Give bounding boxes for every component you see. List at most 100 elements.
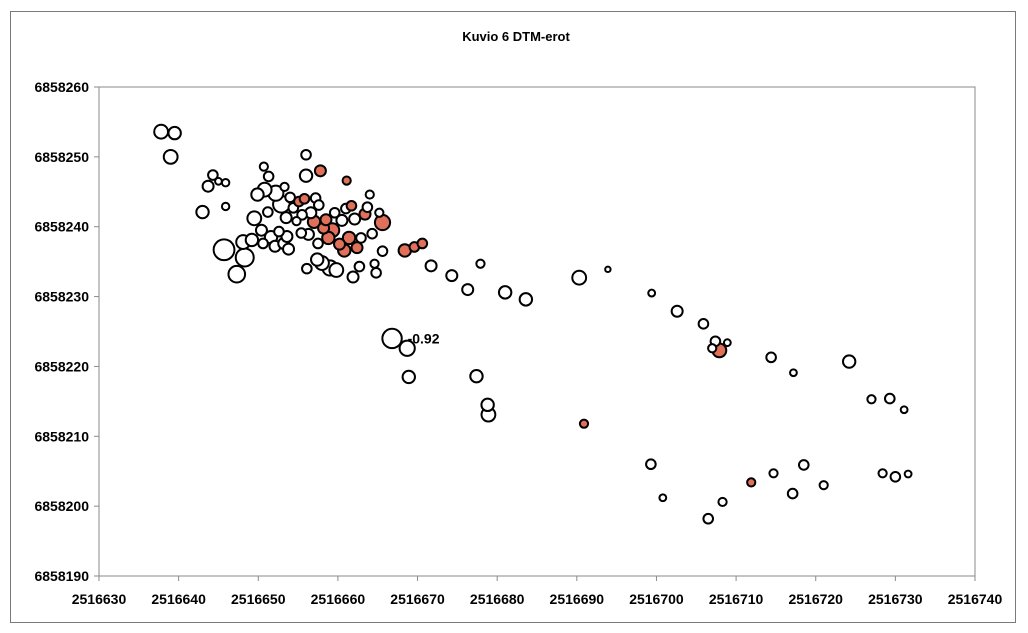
- negative-difference-bubble: [234, 247, 255, 268]
- negative-difference-bubble: [162, 148, 179, 165]
- negative-difference-bubble: [361, 201, 374, 213]
- negative-difference-bubble: [212, 238, 236, 262]
- positive-difference-bubble: [313, 164, 327, 178]
- negative-difference-bubble: [312, 237, 324, 250]
- plot-area: [98, 86, 976, 577]
- negative-difference-bubble: [273, 225, 285, 238]
- y-tick-label: 6858190: [34, 568, 89, 584]
- negative-difference-bubble: [768, 468, 779, 479]
- negative-difference-bubble: [424, 259, 438, 273]
- x-tick-label: 2516640: [151, 591, 206, 607]
- negative-difference-bubble: [369, 258, 380, 269]
- negative-difference-bubble: [207, 169, 219, 181]
- negative-difference-bubble: [301, 262, 313, 275]
- positive-difference-bubble: [341, 175, 352, 186]
- negative-difference-bubble: [889, 471, 902, 483]
- x-axis: 2516630 2516640 2516650 2516660 2516670 25166…: [72, 576, 1003, 607]
- negative-difference-bubble: [670, 304, 684, 318]
- negative-difference-bubble: [841, 354, 857, 369]
- negative-difference-bubble: [469, 369, 484, 384]
- negative-difference-bubble: [254, 223, 268, 237]
- negative-difference-bubble: [658, 493, 668, 503]
- negative-difference-bubble: [167, 125, 182, 141]
- negative-difference-bubble: [312, 199, 325, 211]
- negative-difference-bubble: [376, 245, 389, 257]
- negative-difference-bubble: [797, 459, 810, 471]
- negative-difference-bubble: [257, 237, 269, 250]
- negative-difference-bubble: [866, 394, 877, 405]
- negative-difference-bubble: [647, 288, 657, 298]
- negative-difference-bubble: [645, 458, 657, 471]
- negative-difference-bubble: [398, 339, 416, 357]
- y-tick-label: 6858250: [34, 149, 89, 165]
- negative-difference-bubble: [153, 123, 170, 140]
- negative-difference-bubble: [518, 292, 534, 307]
- negative-difference-bubble: [201, 179, 215, 193]
- negative-difference-bubble: [282, 242, 296, 256]
- x-tick-label: 2516650: [231, 591, 286, 607]
- negative-difference-bubble: [786, 487, 799, 500]
- positive-difference-bubble: [350, 241, 364, 255]
- negative-difference-bubble: [310, 252, 325, 267]
- negative-difference-bubble: [765, 351, 777, 364]
- negative-difference-bubble: [818, 480, 829, 491]
- negative-difference-bubble: [262, 206, 274, 218]
- y-tick-label: 6858220: [34, 358, 89, 374]
- negative-difference-bubble: [244, 232, 260, 248]
- positive-difference-bubble: [578, 418, 590, 429]
- negative-difference-bubble: [328, 262, 345, 278]
- negative-difference-bubble: [475, 258, 486, 269]
- negative-difference-bubble: [246, 210, 263, 227]
- negative-difference-bubble: [291, 216, 302, 227]
- negative-difference-bubble: [328, 206, 341, 219]
- negative-difference-bubble: [370, 267, 382, 279]
- negative-difference-bubble: [899, 405, 909, 415]
- negative-difference-bubble: [220, 178, 231, 188]
- negative-difference-bubble: [220, 201, 231, 212]
- x-tick-label: 2516740: [948, 591, 1003, 607]
- negative-difference-bubble: [722, 338, 732, 348]
- y-tick-label: 6858200: [34, 498, 89, 514]
- x-tick-label: 2516730: [868, 591, 923, 607]
- negative-difference-bubble: [883, 392, 896, 405]
- negative-difference-bubble: [366, 227, 378, 240]
- y-tick-label: 6858240: [34, 219, 89, 235]
- negative-difference-bubble: [374, 207, 385, 218]
- data-points: [153, 123, 913, 525]
- negative-difference-bubble: [903, 469, 913, 479]
- negative-difference-bubble: [258, 161, 269, 172]
- negative-difference-bubble: [250, 187, 265, 202]
- positive-difference-bubble: [319, 213, 333, 227]
- negative-difference-bubble: [348, 212, 362, 226]
- negative-difference-bubble: [445, 269, 459, 283]
- y-axis: 6858190 6858200 6858210 6858220 6858230 68582…: [34, 79, 99, 584]
- negative-difference-bubble: [298, 168, 314, 183]
- negative-difference-bubble: [353, 260, 366, 273]
- negative-difference-bubble: [497, 285, 513, 300]
- point-annotation: -0.92: [408, 330, 440, 346]
- x-tick-label: 2516700: [629, 591, 684, 607]
- negative-difference-bubble: [717, 496, 728, 508]
- negative-difference-bubble: [364, 189, 375, 200]
- negative-difference-bubble: [214, 176, 223, 186]
- negative-difference-bubble: [480, 397, 495, 413]
- negative-difference-bubble: [300, 148, 312, 161]
- negative-difference-bubble: [227, 264, 247, 284]
- negative-difference-bubble: [401, 369, 416, 385]
- negative-difference-bubble: [262, 170, 275, 183]
- negative-difference-bubble: [381, 327, 403, 350]
- y-tick-label: 6858210: [34, 428, 89, 444]
- negative-difference-bubble: [697, 318, 710, 330]
- negative-difference-bubble: [877, 468, 888, 479]
- negative-difference-bubble: [707, 343, 718, 354]
- x-tick-label: 2516630: [72, 591, 127, 607]
- x-tick-label: 2516710: [709, 591, 764, 607]
- negative-difference-bubble: [279, 181, 290, 192]
- negative-difference-bubble: [789, 368, 798, 378]
- y-tick-label: 6858260: [34, 79, 89, 95]
- x-tick-label: 2516660: [311, 591, 366, 607]
- chart-title: Kuvio 6 DTM-erot: [462, 29, 570, 44]
- x-tick-label: 2516670: [390, 591, 445, 607]
- negative-difference-bubble: [702, 512, 715, 525]
- positive-difference-bubble: [333, 237, 347, 251]
